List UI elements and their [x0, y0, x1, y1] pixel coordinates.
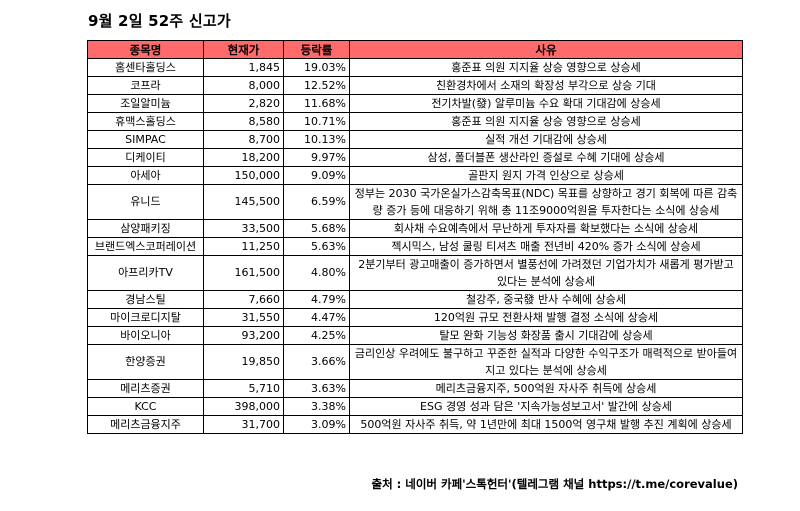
- stock-name-cell: SIMPAC: [87, 130, 204, 149]
- change-rate-cell: 4.80%: [283, 255, 350, 291]
- reason-cell: 전기차발(發) 알루미늄 수요 확대 기대감에 상승세: [349, 94, 743, 113]
- table-row: 아프리카TV 161,500 4.80% 2분기부터 광고매출이 증가하면서 별풍선에…: [87, 255, 743, 291]
- change-rate-cell: 3.38%: [283, 397, 350, 416]
- price-cell: 33,500: [203, 219, 284, 238]
- stock-name-cell: 디케이티: [87, 148, 204, 167]
- header-price: 현재가: [203, 40, 284, 59]
- table-row: 코프라 8,000 12.52% 친환경차에서 소재의 확장성 부각으로 상승 기대: [87, 76, 743, 95]
- price-cell: 19,850: [203, 344, 284, 380]
- price-cell: 1,845: [203, 58, 284, 77]
- stock-name-cell: 아세아: [87, 166, 204, 185]
- reason-cell: 메리츠금융지주, 500억원 자사주 취득에 상승세: [349, 379, 743, 398]
- page-title: 9월 2일 52주 신고가: [88, 12, 231, 30]
- stock-name-cell: 홈센타홀딩스: [87, 58, 204, 77]
- stock-name-cell: 삼양패키징: [87, 219, 204, 238]
- change-rate-cell: 9.09%: [283, 166, 350, 185]
- table-row: 메리츠증권 5,710 3.63% 메리츠금융지주, 500억원 자사주 취득에 상승…: [87, 379, 743, 398]
- change-rate-cell: 4.79%: [283, 290, 350, 309]
- stock-name-cell: 조일알미늄: [87, 94, 204, 113]
- price-cell: 398,000: [203, 397, 284, 416]
- reason-cell: 정부는 2030 국가온실가스감축목표(NDC) 목표를 상향하고 경기 회복에…: [349, 184, 743, 220]
- change-rate-cell: 19.03%: [283, 58, 350, 77]
- change-rate-cell: 6.59%: [283, 184, 350, 220]
- table-row: 바이오니아 93,200 4.25% 탈모 완화 기능성 화장품 출시 기대감에 상승…: [87, 326, 743, 345]
- reason-cell: 골판지 원지 가격 인상으로 상승세: [349, 166, 743, 185]
- change-rate-cell: 11.68%: [283, 94, 350, 113]
- table-row: 마이크로디지탈 31,550 4.47% 120억원 규모 전환사채 발행 결정 소식…: [87, 308, 743, 327]
- reason-cell: 실적 개선 기대감에 상승세: [349, 130, 743, 149]
- table-row: 한양증권 19,850 3.66% 금리인상 우려에도 불구하고 꾸준한 실적과 다양…: [87, 344, 743, 380]
- header-change: 등락률: [283, 40, 350, 59]
- reason-cell: 젝시믹스, 남성 쿨링 티셔츠 매출 전년비 420% 증가 소식에 상승세: [349, 237, 743, 256]
- change-rate-cell: 5.63%: [283, 237, 350, 256]
- stock-name-cell: 코프라: [87, 76, 204, 95]
- stock-name-cell: 휴맥스홀딩스: [87, 112, 204, 131]
- price-cell: 11,250: [203, 237, 284, 256]
- stock-name-cell: 경남스틸: [87, 290, 204, 309]
- stock-name-cell: 바이오니아: [87, 326, 204, 345]
- reason-cell: 500억원 자사주 취득, 약 1년만에 최대 1500억 영구채 발행 추진 …: [349, 415, 743, 434]
- change-rate-cell: 3.63%: [283, 379, 350, 398]
- source-note: 출처 : 네이버 카페'스톡헌터'(텔레그램 채널 https://t.me/c…: [371, 477, 738, 491]
- price-cell: 8,000: [203, 76, 284, 95]
- change-rate-cell: 10.13%: [283, 130, 350, 149]
- stock-name-cell: 아프리카TV: [87, 255, 204, 291]
- table-row: 삼양패키징 33,500 5.68% 회사채 수요예측에서 무난하게 투자자를 확보했…: [87, 219, 743, 238]
- reason-cell: 철강주, 중국發 반사 수혜에 상승세: [349, 290, 743, 309]
- price-cell: 8,700: [203, 130, 284, 149]
- reason-cell: 금리인상 우려에도 불구하고 꾸준한 실적과 다양한 수익구조가 매력적으로 받…: [349, 344, 743, 380]
- table-row: KCC 398,000 3.38% ESG 경영 성과 담은 '지속가능성보고서' 발…: [87, 397, 743, 416]
- table-row: 브랜드엑스코퍼레이션 11,250 5.63% 젝시믹스, 남성 쿨링 티셔츠 매출 …: [87, 237, 743, 256]
- reason-cell: 120억원 규모 전환사채 발행 결정 소식에 상승세: [349, 308, 743, 327]
- stock-name-cell: 유니드: [87, 184, 204, 220]
- change-rate-cell: 4.25%: [283, 326, 350, 345]
- price-cell: 2,820: [203, 94, 284, 113]
- price-cell: 161,500: [203, 255, 284, 291]
- reason-cell: 친환경차에서 소재의 확장성 부각으로 상승 기대: [349, 76, 743, 95]
- stock-table: 종목명 현재가 등락률 사유 홈센타홀딩스 1,845 19.03% 홍준표 의원 지…: [87, 40, 743, 434]
- price-cell: 5,710: [203, 379, 284, 398]
- reason-cell: 탈모 완화 기능성 화장품 출시 기대감에 상승세: [349, 326, 743, 345]
- stock-name-cell: 메리츠금융지주: [87, 415, 204, 434]
- table-row: 디케이티 18,200 9.97% 삼성, 폴더블폰 생산라인 증설로 수혜 기대에 …: [87, 148, 743, 167]
- stock-name-cell: KCC: [87, 397, 204, 416]
- header-name: 종목명: [87, 40, 204, 59]
- change-rate-cell: 10.71%: [283, 112, 350, 131]
- stock-name-cell: 메리츠증권: [87, 379, 204, 398]
- change-rate-cell: 4.47%: [283, 308, 350, 327]
- table-row: 유니드 145,500 6.59% 정부는 2030 국가온실가스감축목표(NDC) …: [87, 184, 743, 220]
- price-cell: 31,550: [203, 308, 284, 327]
- reason-cell: 홍준표 의원 지지율 상승 영향으로 상승세: [349, 112, 743, 131]
- change-rate-cell: 12.52%: [283, 76, 350, 95]
- stock-name-cell: 마이크로디지탈: [87, 308, 204, 327]
- table-row: 메리츠금융지주 31,700 3.09% 500억원 자사주 취득, 약 1년만에 최…: [87, 415, 743, 434]
- table-row: SIMPAC 8,700 10.13% 실적 개선 기대감에 상승세: [87, 130, 743, 149]
- table-row: 홈센타홀딩스 1,845 19.03% 홍준표 의원 지지율 상승 영향으로 상승세: [87, 58, 743, 77]
- table-row: 아세아 150,000 9.09% 골판지 원지 가격 인상으로 상승세: [87, 166, 743, 185]
- price-cell: 31,700: [203, 415, 284, 434]
- price-cell: 150,000: [203, 166, 284, 185]
- stock-name-cell: 한양증권: [87, 344, 204, 380]
- price-cell: 93,200: [203, 326, 284, 345]
- reason-cell: 홍준표 의원 지지율 상승 영향으로 상승세: [349, 58, 743, 77]
- reason-cell: 2분기부터 광고매출이 증가하면서 별풍선에 가려졌던 기업가치가 새롭게 평가…: [349, 255, 743, 291]
- reason-cell: 삼성, 폴더블폰 생산라인 증설로 수혜 기대에 상승세: [349, 148, 743, 167]
- change-rate-cell: 5.68%: [283, 219, 350, 238]
- reason-cell: 회사채 수요예측에서 무난하게 투자자를 확보했다는 소식에 상승세: [349, 219, 743, 238]
- price-cell: 7,660: [203, 290, 284, 309]
- change-rate-cell: 9.97%: [283, 148, 350, 167]
- change-rate-cell: 3.09%: [283, 415, 350, 434]
- table-row: 경남스틸 7,660 4.79% 철강주, 중국發 반사 수혜에 상승세: [87, 290, 743, 309]
- price-cell: 8,580: [203, 112, 284, 131]
- change-rate-cell: 3.66%: [283, 344, 350, 380]
- table-row: 휴맥스홀딩스 8,580 10.71% 홍준표 의원 지지율 상승 영향으로 상승세: [87, 112, 743, 131]
- price-cell: 18,200: [203, 148, 284, 167]
- header-reason: 사유: [349, 40, 743, 59]
- price-cell: 145,500: [203, 184, 284, 220]
- stock-name-cell: 브랜드엑스코퍼레이션: [87, 237, 204, 256]
- table-row: 조일알미늄 2,820 11.68% 전기차발(發) 알루미늄 수요 확대 기대감에 …: [87, 94, 743, 113]
- table-header-row: 종목명 현재가 등락률 사유: [87, 40, 743, 59]
- reason-cell: ESG 경영 성과 담은 '지속가능성보고서' 발간에 상승세: [349, 397, 743, 416]
